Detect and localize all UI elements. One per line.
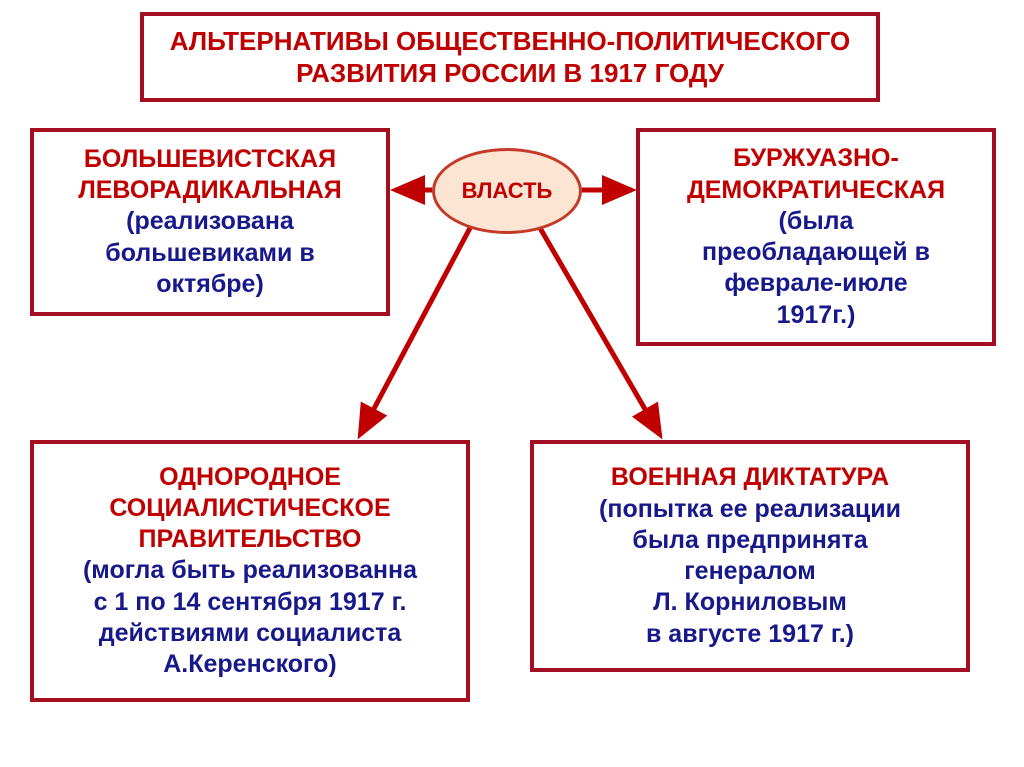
box-socialist-red3: ПРАВИТЕЛЬСТВО (139, 524, 362, 555)
box-military-blue5: в августе 1917 г.) (646, 619, 854, 650)
box-socialist-blue4: А.Керенского) (163, 649, 336, 680)
box-military-blue2: была предпринята (632, 525, 867, 556)
box-bolshevik: БОЛЬШЕВИСТСКАЯ ЛЕВОРАДИКАЛЬНАЯ (реализов… (30, 128, 390, 316)
box-socialist-blue2: с 1 по 14 сентября 1917 г. (94, 587, 407, 618)
box-socialist: ОДНОРОДНОЕ СОЦИАЛИСТИЧЕСКОЕ ПРАВИТЕЛЬСТВ… (30, 440, 470, 702)
box-socialist-blue3: действиями социалиста (99, 618, 402, 649)
box-bourgeois-blue1: (была (779, 206, 854, 237)
box-socialist-red2: СОЦИАЛИСТИЧЕСКОЕ (109, 493, 390, 524)
box-military-blue1: (попытка ее реализации (599, 494, 901, 525)
box-bolshevik-blue3: октябре) (156, 269, 264, 300)
box-military-red1: ВОЕННАЯ ДИКТАТУРА (611, 462, 889, 493)
box-bolshevik-blue2: большевиками в (105, 238, 314, 269)
box-bourgeois-blue3: феврале-июле (724, 268, 907, 299)
box-military-blue3: генералом (684, 556, 815, 587)
box-military: ВОЕННАЯ ДИКТАТУРА (попытка ее реализации… (530, 440, 970, 672)
box-military-blue4: Л. Корниловым (653, 587, 847, 618)
box-socialist-blue1: (могла быть реализованна (83, 555, 417, 586)
title-line2: РАЗВИТИЯ РОССИИ В 1917 ГОДУ (296, 57, 724, 90)
title-box: АЛЬТЕРНАТИВЫ ОБЩЕСТВЕННО-ПОЛИТИЧЕСКОГО Р… (140, 12, 880, 102)
box-bourgeois-blue4: 1917г.) (777, 300, 856, 331)
box-bourgeois: БУРЖУАЗНО- ДЕМОКРАТИЧЕСКАЯ (была преобла… (636, 128, 996, 346)
center-label: ВЛАСТЬ (462, 178, 553, 204)
box-bolshevik-red1: БОЛЬШЕВИСТСКАЯ (84, 144, 336, 175)
box-socialist-red1: ОДНОРОДНОЕ (159, 462, 341, 493)
title-line1: АЛЬТЕРНАТИВЫ ОБЩЕСТВЕННО-ПОЛИТИЧЕСКОГО (170, 25, 850, 58)
box-bourgeois-red2: ДЕМОКРАТИЧЕСКАЯ (687, 175, 945, 206)
box-bolshevik-red2: ЛЕВОРАДИКАЛЬНАЯ (78, 175, 342, 206)
box-bolshevik-blue1: (реализована (126, 206, 294, 237)
box-bourgeois-blue2: преобладающей в (702, 237, 930, 268)
box-bourgeois-red1: БУРЖУАЗНО- (733, 143, 899, 174)
center-node-power: ВЛАСТЬ (432, 148, 582, 234)
